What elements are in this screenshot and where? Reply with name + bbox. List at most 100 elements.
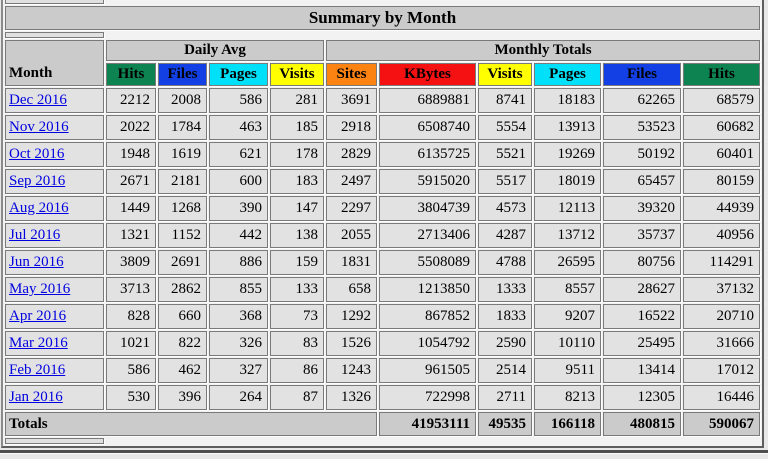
month-row: Dec 2016 2212 2008 586 281 3691 6889881 8741 181…: [5, 88, 760, 113]
cell-sites-monthly: 2918: [326, 115, 377, 140]
cell-visits-monthly: 4788: [478, 250, 532, 275]
cell-files-monthly: 39320: [603, 196, 681, 221]
total-visits: 49535: [478, 412, 532, 436]
cell-files-monthly: 80756: [603, 250, 681, 275]
cell-pages-daily: 600: [209, 169, 268, 194]
month-link[interactable]: Jun 2016: [9, 254, 64, 270]
cell-files-monthly: 25495: [603, 331, 681, 356]
cell-kbytes-monthly: 722998: [379, 385, 476, 410]
cell-kbytes-monthly: 1054792: [379, 331, 476, 356]
cell-hits-daily: 2212: [106, 88, 156, 113]
cell-pages-monthly: 8213: [534, 385, 601, 410]
cell-pages-daily: 855: [209, 277, 268, 302]
cell-pages-monthly: 13712: [534, 223, 601, 248]
cell-pages-daily: 326: [209, 331, 268, 356]
spacer: [106, 32, 760, 38]
cell-files-monthly: 62265: [603, 88, 681, 113]
cell-hits-daily: 828: [106, 304, 156, 329]
month-cell: Jan 2016: [5, 385, 104, 410]
spacer: [106, 438, 760, 444]
month-cell: Apr 2016: [5, 304, 104, 329]
cell-files-monthly: 65457: [603, 169, 681, 194]
month-cell: Jun 2016: [5, 250, 104, 275]
cell-hits-monthly: 68579: [683, 88, 760, 113]
cell-pages-monthly: 9207: [534, 304, 601, 329]
table-fragment-row-mid: [5, 32, 760, 38]
metric-header-visits-daily: Visits: [270, 63, 324, 86]
table-fragment-mid: [5, 32, 104, 38]
cell-visits-monthly: 2590: [478, 331, 532, 356]
cell-pages-daily: 886: [209, 250, 268, 275]
metric-header-files-monthly: Files: [603, 63, 681, 86]
cell-visits-monthly: 2711: [478, 385, 532, 410]
cell-hits-daily: 3809: [106, 250, 156, 275]
month-link[interactable]: Jan 2016: [9, 389, 63, 405]
cell-sites-monthly: 1243: [326, 358, 377, 383]
month-row: Jan 2016 530 396 264 87 1326 722998 2711 8213 123…: [5, 385, 760, 410]
month-link[interactable]: Feb 2016: [9, 362, 66, 378]
cell-files-monthly: 28627: [603, 277, 681, 302]
month-link[interactable]: Jul 2016: [9, 227, 61, 243]
cell-files-daily: 660: [158, 304, 207, 329]
cell-files-monthly: 12305: [603, 385, 681, 410]
cell-hits-monthly: 17012: [683, 358, 760, 383]
cell-visits-daily: 83: [270, 331, 324, 356]
page-title: Summary by Month: [5, 6, 760, 30]
total-hits: 590067: [683, 412, 760, 436]
cell-visits-daily: 138: [270, 223, 324, 248]
cell-pages-monthly: 18019: [534, 169, 601, 194]
cell-files-monthly: 35737: [603, 223, 681, 248]
month-link[interactable]: Oct 2016: [9, 146, 65, 162]
cell-pages-monthly: 12113: [534, 196, 601, 221]
cell-sites-monthly: 2055: [326, 223, 377, 248]
cell-visits-monthly: 5554: [478, 115, 532, 140]
cell-files-daily: 2008: [158, 88, 207, 113]
month-link[interactable]: Dec 2016: [9, 92, 67, 108]
month-link[interactable]: Aug 2016: [9, 200, 69, 216]
cell-pages-daily: 586: [209, 88, 268, 113]
metric-header-visits-monthly: Visits: [478, 63, 532, 86]
month-column-header: Month: [5, 40, 104, 86]
cell-visits-daily: 87: [270, 385, 324, 410]
cell-hits-monthly: 20710: [683, 304, 760, 329]
cell-visits-daily: 86: [270, 358, 324, 383]
metric-header-hits-monthly: Hits: [683, 63, 760, 86]
month-link[interactable]: Sep 2016: [9, 173, 66, 189]
month-row: Jul 2016 1321 1152 442 138 2055 2713406 4287 137…: [5, 223, 760, 248]
cell-kbytes-monthly: 2713406: [379, 223, 476, 248]
cell-pages-monthly: 26595: [534, 250, 601, 275]
metric-header-pages-daily: Pages: [209, 63, 268, 86]
cell-pages-monthly: 9511: [534, 358, 601, 383]
month-row: Aug 2016 1449 1268 390 147 2297 3804739 4573 121…: [5, 196, 760, 221]
metric-header-sites-monthly: Sites: [326, 63, 377, 86]
month-link[interactable]: Apr 2016: [9, 308, 67, 324]
cell-sites-monthly: 3691: [326, 88, 377, 113]
cell-files-daily: 2862: [158, 277, 207, 302]
metric-header-files-daily: Files: [158, 63, 207, 86]
cell-hits-monthly: 44939: [683, 196, 760, 221]
cell-files-monthly: 50192: [603, 142, 681, 167]
month-cell: Mar 2016: [5, 331, 104, 356]
month-link[interactable]: May 2016: [9, 281, 71, 297]
totals-label: Totals: [5, 412, 377, 436]
cell-kbytes-monthly: 5915020: [379, 169, 476, 194]
metric-header-pages-monthly: Pages: [534, 63, 601, 86]
cell-files-daily: 1268: [158, 196, 207, 221]
month-link[interactable]: Nov 2016: [9, 119, 69, 135]
cell-visits-daily: 159: [270, 250, 324, 275]
metric-header-row: Hits Files Pages Visits Sites KBytes Visits Pag…: [5, 63, 760, 86]
month-row: Apr 2016 828 660 368 73 1292 867852 1833 9207 165…: [5, 304, 760, 329]
cell-hits-monthly: 16446: [683, 385, 760, 410]
month-cell: May 2016: [5, 277, 104, 302]
cell-sites-monthly: 658: [326, 277, 377, 302]
summary-by-month-table: Summary by Month Month Daily Avg Monthly…: [1, 0, 764, 448]
month-row: Jun 2016 3809 2691 886 159 1831 5508089 4788 265…: [5, 250, 760, 275]
cell-visits-daily: 178: [270, 142, 324, 167]
cell-kbytes-monthly: 961505: [379, 358, 476, 383]
cell-visits-daily: 183: [270, 169, 324, 194]
cell-hits-daily: 1321: [106, 223, 156, 248]
month-cell: Nov 2016: [5, 115, 104, 140]
cell-files-daily: 2691: [158, 250, 207, 275]
month-link[interactable]: Mar 2016: [9, 335, 68, 351]
